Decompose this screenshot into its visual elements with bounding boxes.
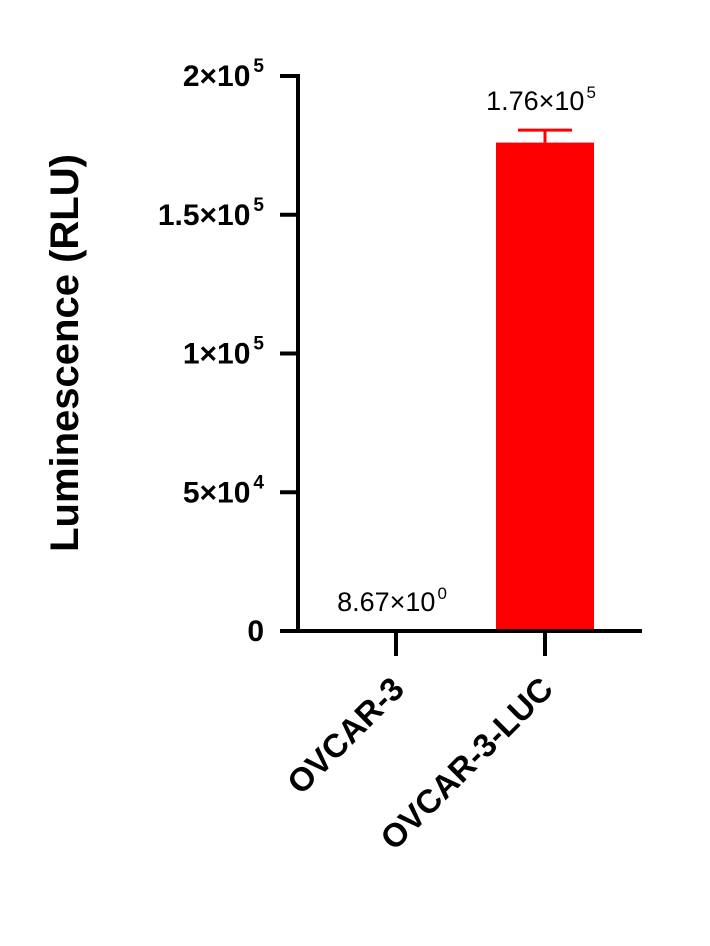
data-label: 1.76×10 5 <box>486 83 596 116</box>
y-tick-label-exponent: 5 <box>253 195 264 216</box>
y-tick-label: 1.5×10 5 <box>158 195 265 232</box>
y-tick-label-base: 2×10 <box>183 60 251 93</box>
error-bars-layer <box>518 128 572 143</box>
y-tick-label: 5×10 4 <box>183 472 265 509</box>
data-label-base: 8.67×10 <box>337 587 435 617</box>
bar <box>496 142 594 631</box>
data-label: 8.67×10 0 <box>337 584 447 617</box>
y-tick-label: 2×10 5 <box>183 56 265 93</box>
data-label-base: 1.76×10 <box>486 86 584 116</box>
data-label-exponent: 5 <box>586 83 595 102</box>
y-tick-label: 1×10 5 <box>183 334 265 371</box>
y-ticks-layer: 05×10 41×10 51.5×10 52×10 5 <box>158 56 298 648</box>
y-axis-label: Luminescence (RLU) <box>43 154 87 552</box>
x-tick-label: OVCAR-3 <box>280 670 411 801</box>
bars-layer <box>347 142 594 631</box>
y-tick-label-base: 1.5×10 <box>158 199 251 232</box>
y-tick-label-base: 1×10 <box>183 338 251 371</box>
y-tick-label-exponent: 5 <box>253 334 264 355</box>
data-label-exponent: 0 <box>437 584 446 603</box>
data-labels-layer: 8.67×10 0 1.76×10 5 <box>337 83 596 617</box>
y-tick-label: 0 <box>247 615 264 648</box>
y-tick-label-exponent: 4 <box>253 472 264 493</box>
y-tick-label-exponent: 5 <box>253 56 264 77</box>
y-tick-label-base: 5×10 <box>183 476 251 509</box>
y-tick-label-base: 0 <box>247 615 264 648</box>
y-axis-label-group: Luminescence (RLU) <box>43 154 87 552</box>
